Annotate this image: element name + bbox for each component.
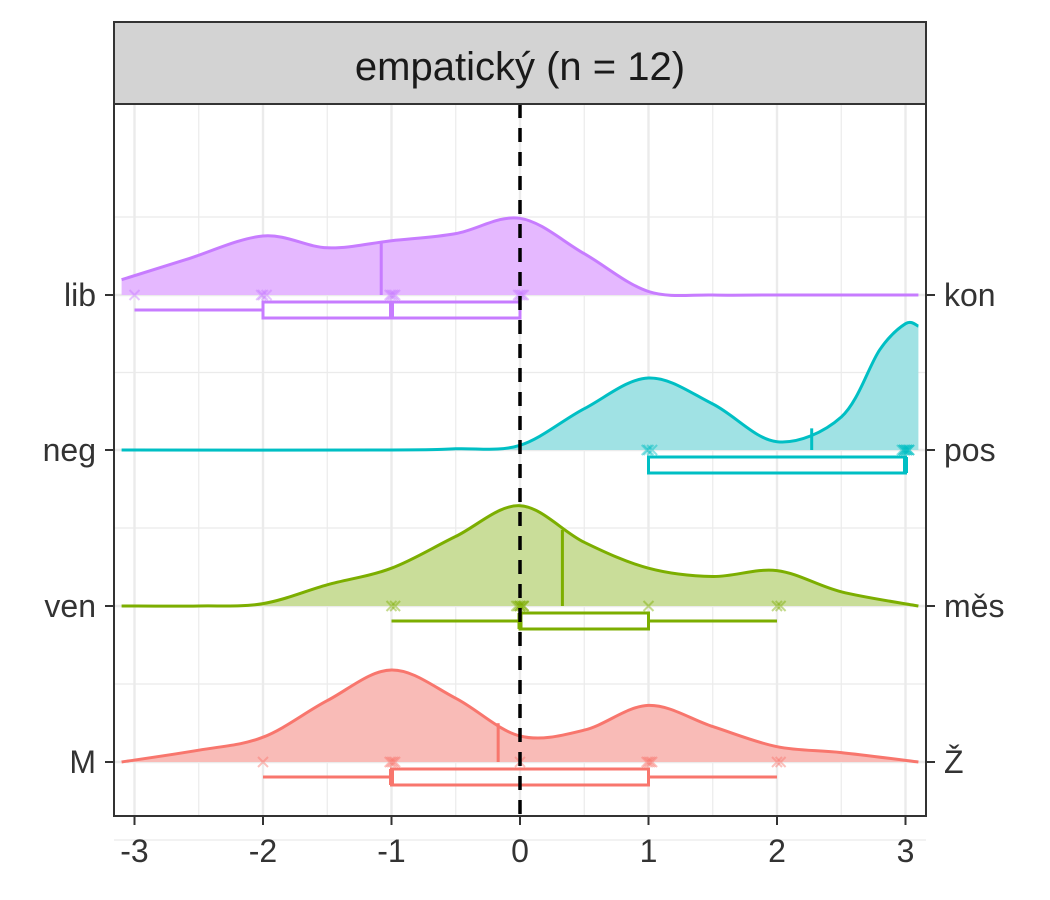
data-point-M [389,756,401,768]
x-tick-label: -3 [120,833,148,869]
strip-background [113,21,927,105]
data-point-lib [385,289,398,301]
axes: -3 -2 -1 0 1 2 3 lib kon neg pos ven měs M Ž [43,277,1005,869]
data-point-neg [899,444,912,456]
density-line-ven [121,504,919,608]
data-point-ven [642,600,655,612]
data-point-M [646,756,658,768]
data-point-M [383,756,396,768]
data-point-ven [774,600,787,612]
data-point-lib [389,289,401,301]
x-tick-label: 0 [511,833,529,869]
data-point-M [385,756,398,768]
data-point-lib [383,289,396,301]
data-point-ven [385,600,398,612]
data-point-neg [897,444,910,456]
y-tick-label-left: ven [44,588,96,624]
y-tick-label-left: M [69,744,96,780]
density-area-M [121,669,919,762]
chart-title: empatický (n = 12) [355,45,685,89]
data-point-ven [514,600,526,612]
data-point-M [387,756,400,768]
data-point-lib [255,289,267,301]
x-tick-label: -2 [249,833,277,869]
data-point-neg [903,444,915,456]
y-tick-label-left: neg [43,432,96,468]
x-tick-label: 3 [897,833,915,869]
data-point-neg [642,444,655,456]
data-point-neg [899,444,912,456]
data-point-M [774,756,787,768]
density-line-neg [121,320,919,452]
data-point-ven [771,600,783,612]
data-point-M [771,756,783,768]
ridge-ven [121,504,919,631]
data-point-neg [640,444,653,456]
y-tick-label-right: měs [944,588,1004,624]
density-area-neg [121,322,919,451]
data-point-neg [646,444,658,456]
x-tick-label: 1 [640,833,658,869]
data-point-neg [901,444,914,456]
y-tick-label-right: Ž [944,744,964,780]
x-tick-label: 2 [768,833,786,869]
data-point-neg [901,444,914,456]
y-tick-label-left: lib [64,277,96,313]
data-point-M [640,756,653,768]
density-line-lib [121,216,919,298]
y-tick-label-right: pos [944,432,996,468]
data-point-lib [260,289,273,301]
data-point-lib [514,289,526,301]
x-tick-label: -1 [377,833,405,869]
data-point-ven [514,600,526,612]
data-point-ven [389,600,401,612]
data-point-neg [897,444,910,456]
y-tick-label-right: kon [944,277,996,313]
data-point-M [257,756,269,768]
data-point-M [644,756,657,768]
data-point-lib [387,289,400,301]
data-point-neg [896,444,908,456]
data-point-neg [903,444,915,456]
ridge-neg [121,320,919,475]
data-point-M [642,756,655,768]
data-point-lib [257,289,269,301]
data-point-lib [128,289,141,301]
strip-header: empatický (n = 12) [113,21,927,105]
density-area-ven [121,505,919,607]
